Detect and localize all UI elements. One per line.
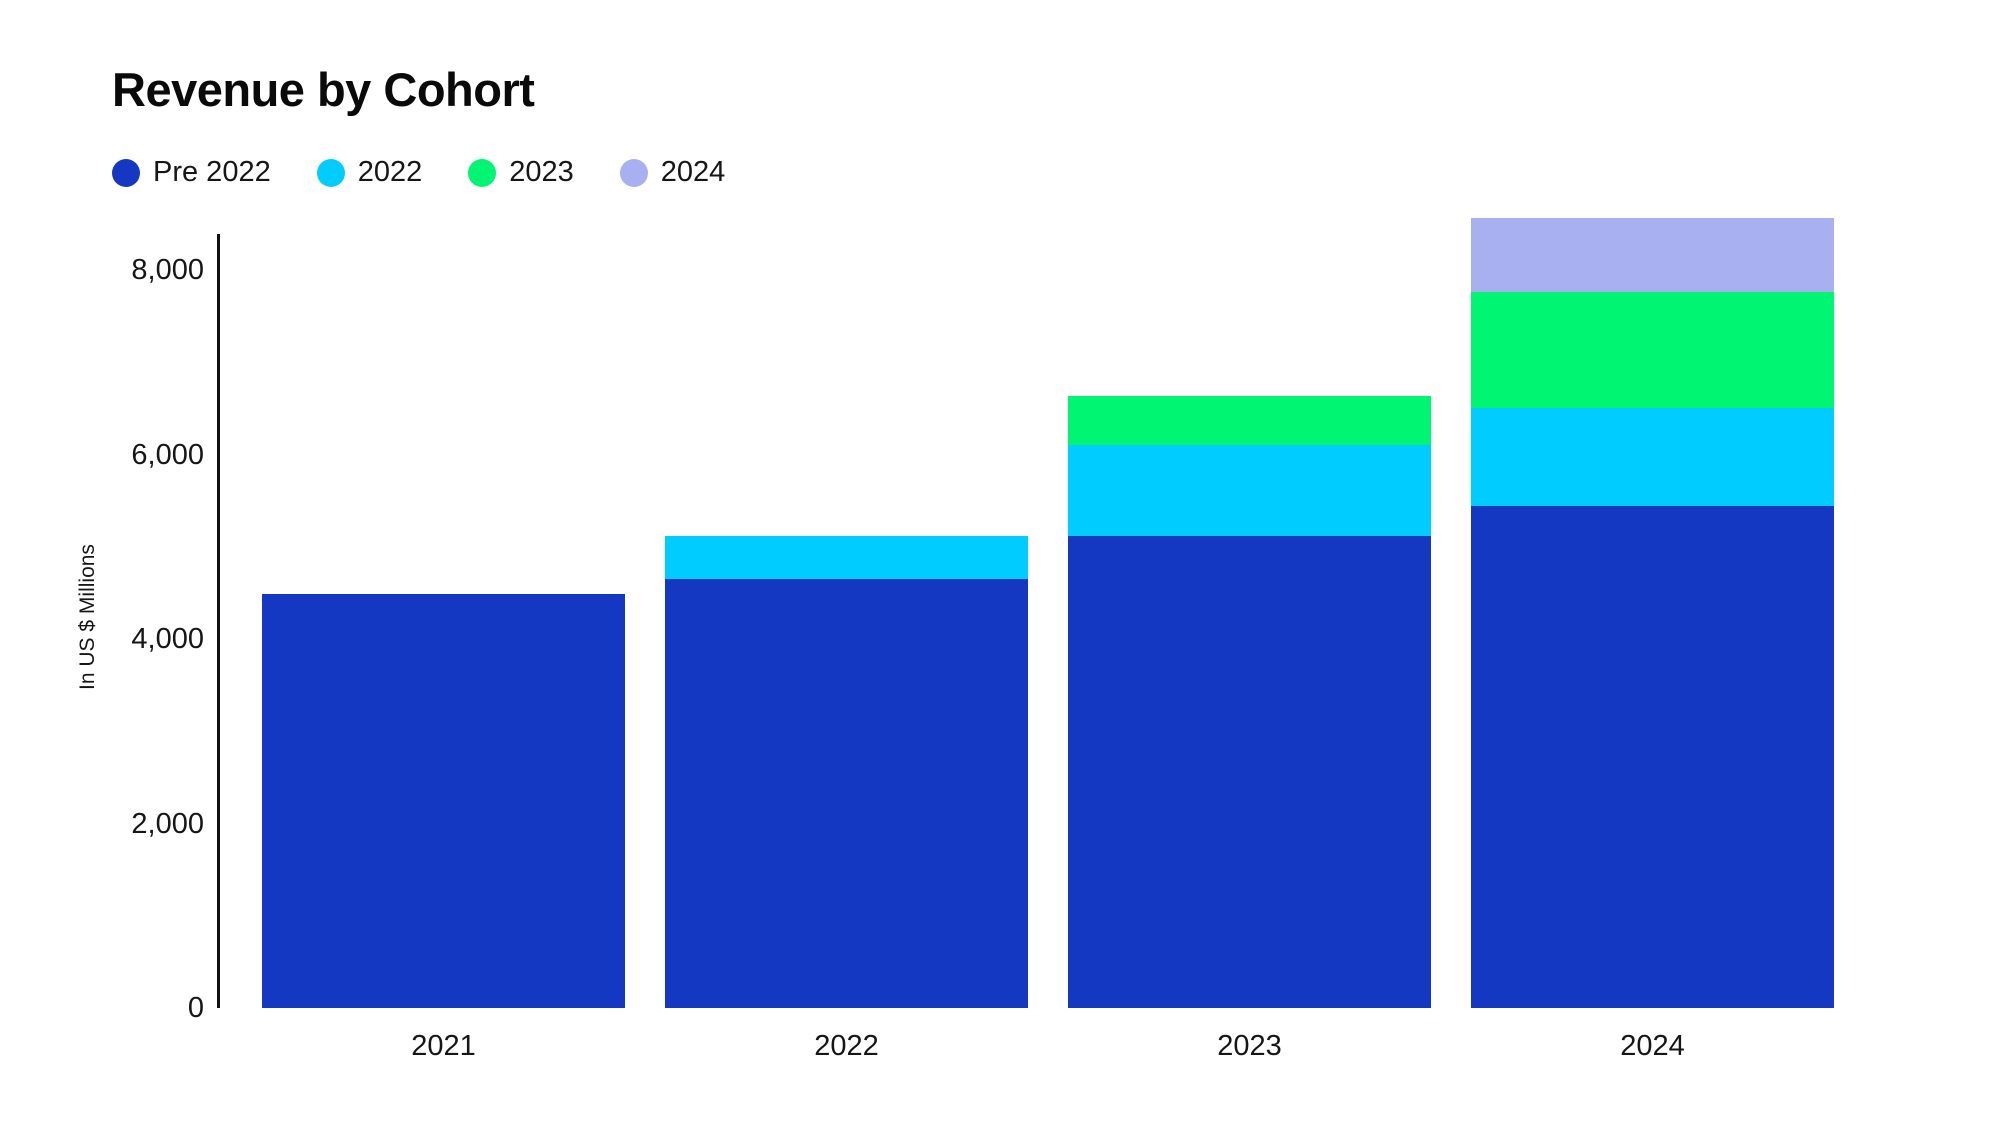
x-label-2023: 2023 (1217, 1030, 1282, 1062)
legend-label: 2022 (357, 156, 423, 188)
y-tick-4-000: 4,000 (131, 623, 204, 655)
y-tick-2-000: 2,000 (131, 807, 204, 840)
legend-dot-2024 (619, 158, 648, 187)
legend-item-2023: 2023 (468, 158, 574, 187)
x-label-2021: 2021 (411, 1030, 476, 1062)
x-label-2024: 2024 (1620, 1030, 1685, 1062)
legend-label: 2023 (509, 156, 574, 188)
y-axis-line (217, 234, 220, 1008)
legend-dot-2022 (316, 158, 345, 187)
chart-title: Revenue by Cohort (112, 63, 535, 116)
y-tick-0: 0 (187, 992, 204, 1024)
bar-2023-segment-2023 (1068, 396, 1431, 446)
bar-2024-segment-2024 (1471, 218, 1834, 293)
bar-2024-segment-2022 (1471, 408, 1834, 507)
legend-dot-pre-2022 (112, 158, 140, 187)
legend: Pre 2022 2022 2023 2024 (112, 158, 725, 187)
y-tick-8-000: 8,000 (131, 254, 204, 286)
x-label-2022: 2022 (814, 1030, 879, 1062)
bar-2023-segment-pre-2022 (1068, 535, 1431, 1008)
legend-dot-2023 (468, 158, 497, 187)
legend-label: Pre 2022 (153, 156, 271, 188)
legend-label: 2024 (660, 156, 726, 188)
bar-2022-segment-pre-2022 (665, 579, 1028, 1008)
bar-2023-segment-2022 (1068, 445, 1431, 536)
y-axis-title: In US $ Millions (76, 544, 99, 690)
bar-2024-segment-2023 (1471, 292, 1834, 409)
y-tick-6-000: 6,000 (131, 438, 204, 471)
legend-item-pre-2022: Pre 2022 (112, 158, 271, 187)
bar-2024-segment-pre-2022 (1471, 506, 1834, 1008)
bar-2021-segment-pre-2022 (262, 593, 625, 1008)
legend-item-2024: 2024 (619, 156, 726, 188)
legend-item-2022: 2022 (316, 156, 423, 188)
bar-2022-segment-2022 (665, 535, 1028, 580)
